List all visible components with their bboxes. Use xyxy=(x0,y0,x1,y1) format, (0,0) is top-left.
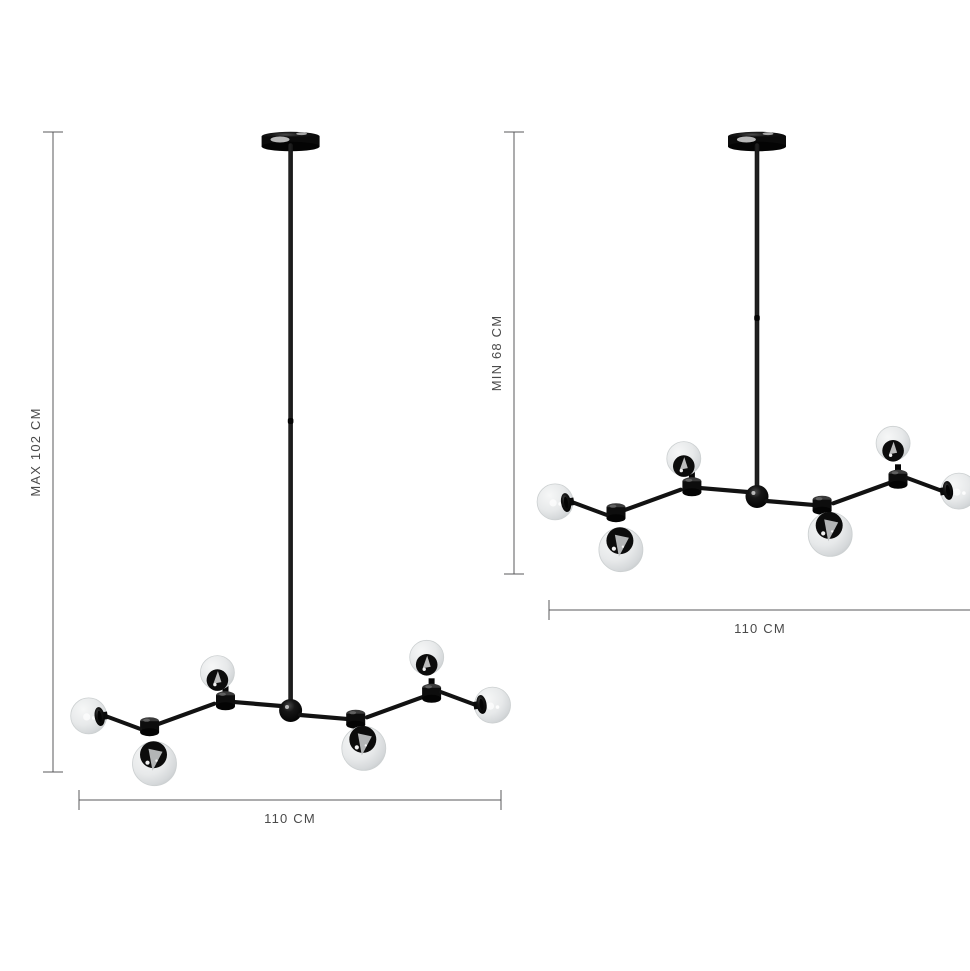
svg-text:MIN 68 CM: MIN 68 CM xyxy=(489,315,504,392)
svg-text:110 CM: 110 CM xyxy=(734,621,786,636)
svg-text:MAX 102 CM: MAX 102 CM xyxy=(28,407,43,496)
svg-text:110 CM: 110 CM xyxy=(264,811,316,826)
